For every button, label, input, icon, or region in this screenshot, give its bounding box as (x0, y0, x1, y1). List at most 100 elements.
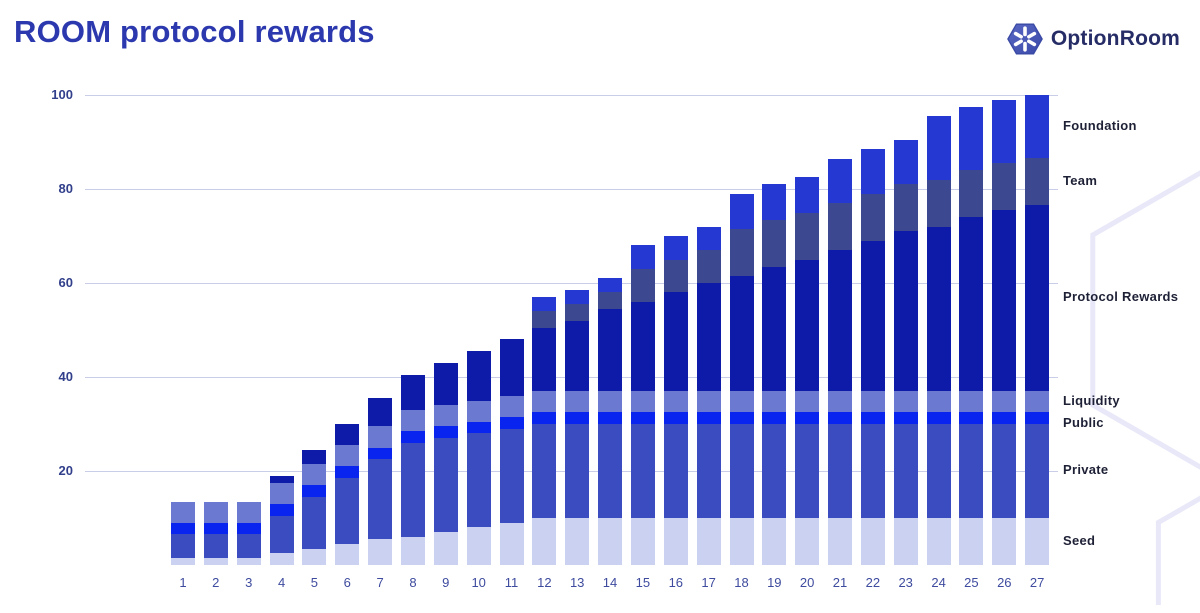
bar-segment-liquidity (1025, 391, 1050, 413)
x-tick-label: 4 (277, 575, 286, 590)
bar-segment-public (828, 412, 852, 424)
bar-segment-protocol-rewards (565, 320, 590, 392)
bar-month-26 (992, 95, 1017, 565)
bar-segment-protocol-rewards (532, 327, 557, 392)
bar-segment-liquidity (893, 391, 918, 413)
bar-segment-protocol-rewards (368, 398, 393, 427)
bar-segment-seed (992, 518, 1017, 565)
bar-segment-liquidity (236, 501, 261, 523)
bar-segment-seed (860, 518, 885, 565)
x-tick-label: 24 (931, 575, 946, 590)
bar-segment-team (893, 184, 918, 232)
bar-month-22 (860, 95, 885, 565)
x-tick-label: 7 (376, 575, 384, 590)
bar-segment-protocol-rewards (828, 250, 852, 392)
x-tick-label: 5 (310, 575, 318, 590)
bar-segment-liquidity (959, 391, 984, 413)
x-tick-label: 6 (343, 575, 351, 590)
bar-segment-foundation (696, 226, 721, 251)
y-tick-label: 100 (51, 87, 73, 102)
bar-segment-private (368, 459, 393, 540)
bar-segment-liquidity (401, 409, 425, 431)
bar-segment-public (729, 412, 754, 424)
bar-segment-liquidity (433, 405, 458, 427)
bar-segment-foundation (663, 236, 688, 260)
bar-segment-seed (1025, 518, 1050, 565)
bar-segment-team (828, 203, 852, 251)
bar-segment-team (762, 219, 787, 267)
bar-segment-foundation (729, 193, 754, 229)
bar-segment-protocol-rewards (926, 226, 951, 392)
bar-segment-public (696, 412, 721, 424)
bar-segment-foundation (959, 106, 984, 171)
x-tick-label: 23 (898, 575, 913, 590)
bar-segment-liquidity (860, 391, 885, 413)
bar-segment-foundation (992, 99, 1017, 164)
bar-segment-team (663, 259, 688, 293)
bar-segment-public (926, 412, 951, 424)
bar-segment-public (532, 412, 557, 424)
y-tick-label: 80 (58, 181, 73, 196)
bar-month-24 (926, 95, 951, 565)
x-tick-label: 12 (537, 575, 552, 590)
bar-segment-seed (499, 522, 524, 565)
x-tick-label: 3 (245, 575, 253, 590)
bar-segment-seed (828, 518, 852, 565)
brand-logo: OptionRoom (1006, 20, 1180, 58)
bar-segment-protocol-rewards (598, 308, 622, 392)
bar-segment-private (236, 534, 261, 558)
bar-segment-protocol-rewards (302, 449, 327, 464)
bar-segment-public (401, 431, 425, 443)
bar-segment-liquidity (630, 391, 655, 413)
x-tick-label: 8 (409, 575, 417, 590)
bar-segment-seed (959, 518, 984, 565)
bar-segment-liquidity (663, 391, 688, 413)
bar-segment-protocol-rewards (696, 283, 721, 392)
y-tick-label: 20 (58, 463, 73, 478)
legend-label-protocol-rewards: Protocol Rewards (1063, 289, 1179, 305)
x-tick-label: 10 (471, 575, 486, 590)
bar-segment-seed (269, 553, 294, 565)
bar-month-10 (466, 95, 491, 565)
bar-month-11 (499, 95, 524, 565)
bar-segment-private (630, 424, 655, 518)
bar-segment-private (1025, 424, 1050, 518)
bar-segment-private (893, 424, 918, 518)
bar-segment-public (663, 412, 688, 424)
bar-segment-private (926, 424, 951, 518)
bar-segment-private (269, 515, 294, 554)
bar-segment-private (532, 424, 557, 518)
bar-segment-private (302, 496, 327, 549)
bar-segment-liquidity (499, 395, 524, 417)
bar-month-5 (302, 95, 327, 565)
bar-segment-protocol-rewards (466, 351, 491, 401)
bar-segment-private (171, 534, 195, 558)
hexagon-watermark (1090, 170, 1200, 605)
bar-segment-team (729, 228, 754, 276)
chart: 20 40 60 80 100 1 2 3 4 5 6 7 8 9 10 11 12 13 14 15 16 17 18 19… (0, 70, 1200, 613)
bar-segment-private (860, 424, 885, 518)
bar-month-14 (598, 95, 622, 565)
y-tick-label: 40 (58, 369, 73, 384)
bar-segment-public (236, 522, 261, 535)
hexagon-asterisk-icon (1006, 23, 1043, 55)
bar-segment-public (959, 412, 984, 424)
bar-segment-seed (696, 518, 721, 565)
bar-segment-liquidity (565, 391, 590, 413)
bar-segment-liquidity (828, 391, 852, 413)
bar-segment-private (401, 442, 425, 537)
bar-segment-team (565, 304, 590, 321)
bar-segment-public (630, 412, 655, 424)
y-gridline (85, 95, 1058, 96)
bar-segment-public (565, 412, 590, 424)
bar-segment-foundation (532, 297, 557, 312)
x-tick-label: 13 (569, 575, 585, 590)
bar-segment-private (663, 424, 688, 518)
bar-segment-protocol-rewards (860, 240, 885, 392)
bar-segment-private (795, 424, 820, 518)
x-tick-label: 27 (1029, 575, 1045, 590)
bar-segment-liquidity (598, 391, 622, 413)
bar-segment-seed (236, 557, 261, 565)
bar-segment-public (302, 485, 327, 497)
